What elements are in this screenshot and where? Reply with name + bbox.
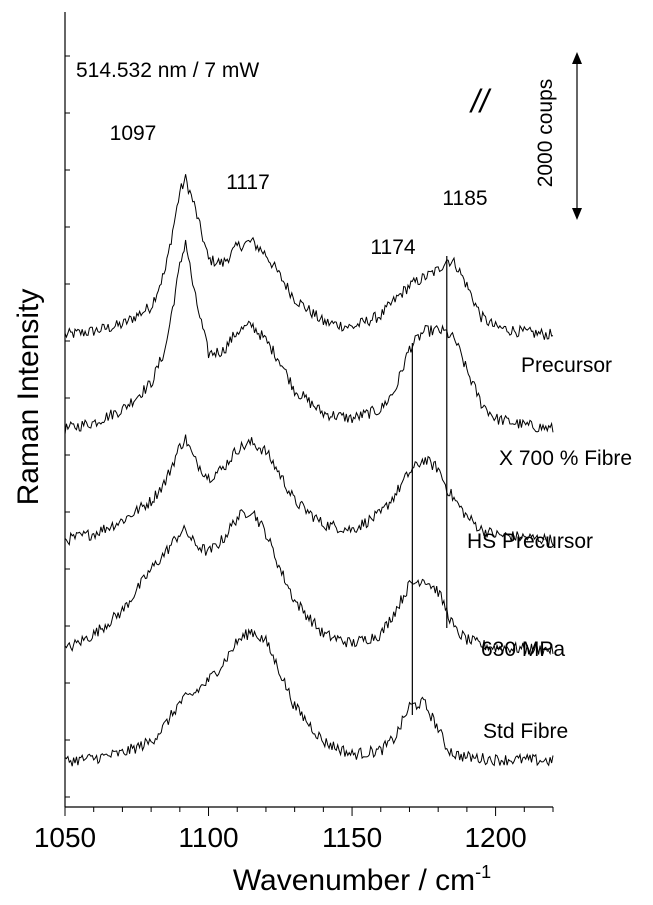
- series-label: Precursor: [521, 354, 612, 377]
- series-label: Std Fibre: [483, 720, 568, 743]
- x-tick-label: 1200: [464, 822, 526, 853]
- peak-label-1174: 1174: [370, 236, 415, 259]
- series-label: X 700 % Fibre: [499, 447, 632, 470]
- series-line: [64, 174, 554, 340]
- series-line: [64, 509, 554, 656]
- series-line: [64, 239, 554, 435]
- x-axis-title-text: Wavenumber / cm: [233, 864, 475, 897]
- labels: 514.532 nm / 7 mW // 2000 coups Raman In…: [12, 59, 557, 897]
- axes: 1050 1100 1150 1200: [34, 12, 554, 853]
- marker-lines: [411, 52, 582, 715]
- scale-bar-label: 2000 coups: [534, 79, 557, 188]
- laser-label: 514.532 nm / 7 mW: [76, 59, 259, 82]
- series-line: [64, 628, 554, 767]
- series-label: 630 MPa: [481, 638, 565, 661]
- x-tick-label: 1100: [178, 822, 238, 853]
- scale-arrow-down: [572, 208, 582, 220]
- scale-arrow-up: [572, 52, 582, 64]
- series-line: [64, 434, 554, 548]
- x-tick-label: 1050: [34, 822, 96, 853]
- series-group: Std Fibre 630 MPa HS Precursor X 700 % Fibr…: [64, 174, 632, 767]
- x-axis-title-superscript: -1: [475, 862, 491, 882]
- series-label: HS Precursor: [467, 530, 593, 553]
- peak-label-1117: 1117: [226, 171, 270, 194]
- peak-label-1185: 1185: [442, 187, 487, 210]
- break-mark: //: [469, 83, 492, 119]
- y-axis-title: Raman Intensity: [12, 289, 45, 506]
- x-tick-label: 1150: [322, 822, 382, 853]
- x-axis-title: Wavenumber / cm-1: [233, 862, 491, 897]
- peak-label-1097: 1097: [110, 122, 157, 145]
